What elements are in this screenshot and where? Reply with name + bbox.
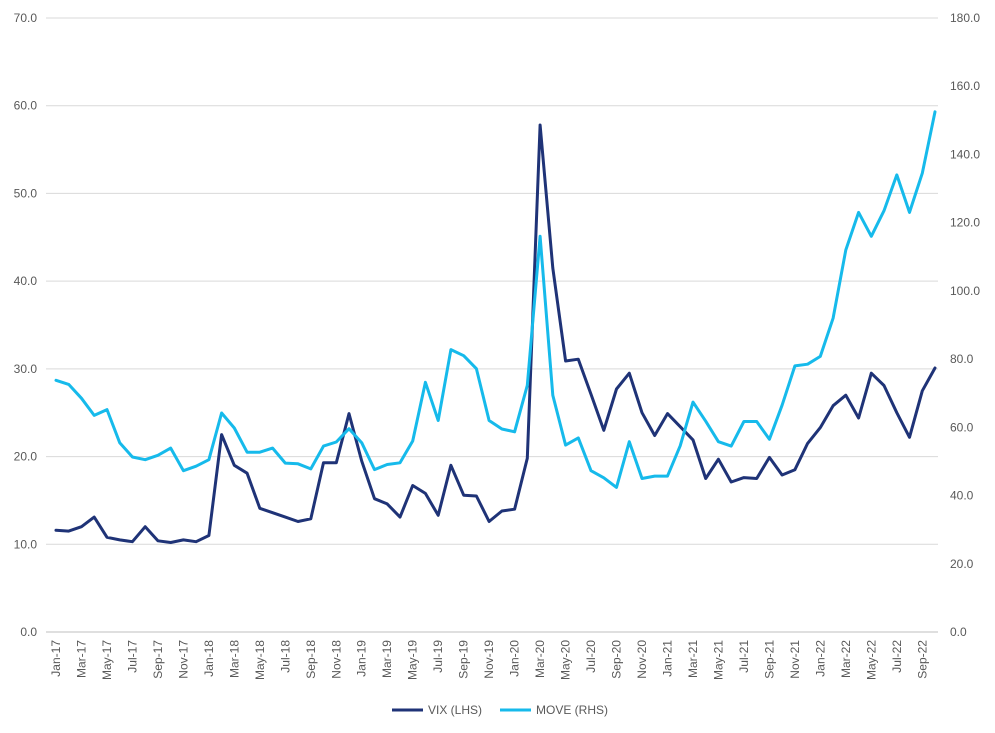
left-axis-tick-label: 40.0: [14, 274, 38, 288]
left-axis-tick-label: 10.0: [14, 537, 38, 551]
left-axis-tick-label: 30.0: [14, 362, 38, 376]
series-line-move: [54, 110, 937, 489]
left-axis-tick-label: 0.0: [20, 625, 37, 639]
x-axis-tick-label: May-17: [100, 640, 114, 680]
x-axis-tick-label: Mar-18: [227, 640, 241, 678]
x-axis-tick-label: Nov-18: [329, 640, 343, 679]
x-axis-tick-label: Mar-22: [839, 640, 853, 678]
x-axis-tick-label: Sep-21: [762, 640, 776, 679]
legend: VIX (LHS) MOVE (RHS): [392, 703, 608, 717]
right-axis-tick-label: 180.0: [950, 11, 980, 25]
x-axis-tick-label: May-19: [406, 640, 420, 680]
x-axis-tick-label: Jul-22: [890, 640, 904, 673]
x-axis-tick-label: Jan-21: [660, 640, 674, 677]
legend-label-vix: VIX (LHS): [428, 703, 482, 717]
x-axis-tick-label: Sep-19: [457, 640, 471, 679]
right-axis-tick-label: 40.0: [950, 489, 974, 503]
x-axis-tick-label: Nov-17: [176, 640, 190, 679]
x-axis-tick-label: Sep-17: [151, 640, 165, 679]
right-axis-tick-label: 0.0: [950, 625, 967, 639]
right-axis-tick-labels: 0.0 20.0 40.0 60.0 80.0 100.0 120.0 140.0 160.0 1…: [950, 11, 980, 639]
x-axis-tick-label: Nov-19: [482, 640, 496, 679]
x-axis-tick-label: Jul-17: [125, 640, 139, 673]
right-axis-tick-label: 120.0: [950, 216, 980, 230]
x-axis-tick-label: May-18: [253, 640, 267, 680]
x-axis-tick-label: Jan-22: [813, 640, 827, 677]
left-axis-tick-label: 50.0: [14, 186, 38, 200]
right-axis-tick-label: 80.0: [950, 352, 974, 366]
x-axis-tick-label: Jan-19: [355, 640, 369, 677]
x-axis-tick-label: Jul-18: [278, 640, 292, 673]
right-axis-tick-label: 140.0: [950, 147, 980, 161]
legend-label-move: MOVE (RHS): [536, 703, 608, 717]
left-axis-tick-labels: 0.0 10.0 20.0 30.0 40.0 50.0 60.0 70.0: [14, 11, 38, 639]
right-axis-tick-label: 20.0: [950, 557, 974, 571]
right-axis-tick-label: 160.0: [950, 79, 980, 93]
x-axis-tick-label: May-21: [711, 640, 725, 680]
x-axis-tick-label: Jan-17: [49, 640, 63, 677]
x-axis-tick-label: Jan-18: [202, 640, 216, 677]
series-layer: [54, 110, 937, 544]
left-axis-tick-label: 60.0: [14, 99, 38, 113]
x-axis-tick-label: Jan-20: [508, 640, 522, 677]
left-axis-tick-label: 70.0: [14, 11, 38, 25]
right-axis-tick-label: 60.0: [950, 420, 974, 434]
x-axis-tick-label: Nov-20: [635, 640, 649, 679]
right-axis-tick-label: 100.0: [950, 284, 980, 298]
x-axis-tick-label: Mar-17: [74, 640, 88, 678]
gridlines: [46, 17, 938, 545]
left-axis-tick-label: 20.0: [14, 450, 38, 464]
x-axis-tick-label: Nov-21: [788, 640, 802, 679]
x-axis-tick-label: May-22: [864, 640, 878, 680]
x-axis-tick-label: Sep-20: [610, 640, 624, 679]
series-line-vix: [54, 123, 937, 544]
x-axis-tick-label: Mar-20: [533, 640, 547, 678]
x-axis-tick-labels: Jan-17 Mar-17 May-17 Jul-17 Sep-17 Nov-17 Jan-…: [49, 640, 929, 680]
x-axis-tick-label: Jul-21: [737, 640, 751, 673]
x-axis-tick-label: Mar-21: [686, 640, 700, 678]
x-axis-tick-label: Sep-18: [304, 640, 318, 679]
x-axis-tick-label: Jul-20: [584, 640, 598, 673]
x-axis-tick-label: May-20: [559, 640, 573, 680]
x-axis-tick-label: Jul-19: [431, 640, 445, 673]
x-axis-tick-label: Mar-19: [380, 640, 394, 678]
x-axis-tick-label: Sep-22: [915, 640, 929, 679]
